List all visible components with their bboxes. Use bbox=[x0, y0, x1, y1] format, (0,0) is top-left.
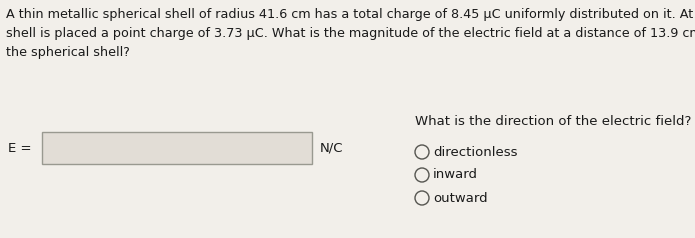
Text: inward: inward bbox=[433, 169, 478, 182]
Text: What is the direction of the electric field?: What is the direction of the electric fi… bbox=[415, 115, 692, 128]
Text: N/C: N/C bbox=[320, 142, 343, 154]
Text: A thin metallic spherical shell of radius 41.6 cm has a total charge of 8.45 μC : A thin metallic spherical shell of radiu… bbox=[6, 8, 695, 21]
Text: the spherical shell?: the spherical shell? bbox=[6, 46, 130, 59]
Text: shell is placed a point charge of 3.73 μC. What is the magnitude of the electric: shell is placed a point charge of 3.73 μ… bbox=[6, 27, 695, 40]
FancyBboxPatch shape bbox=[42, 132, 312, 164]
Text: directionless: directionless bbox=[433, 145, 518, 159]
Text: outward: outward bbox=[433, 192, 488, 204]
Text: E =: E = bbox=[8, 142, 31, 154]
